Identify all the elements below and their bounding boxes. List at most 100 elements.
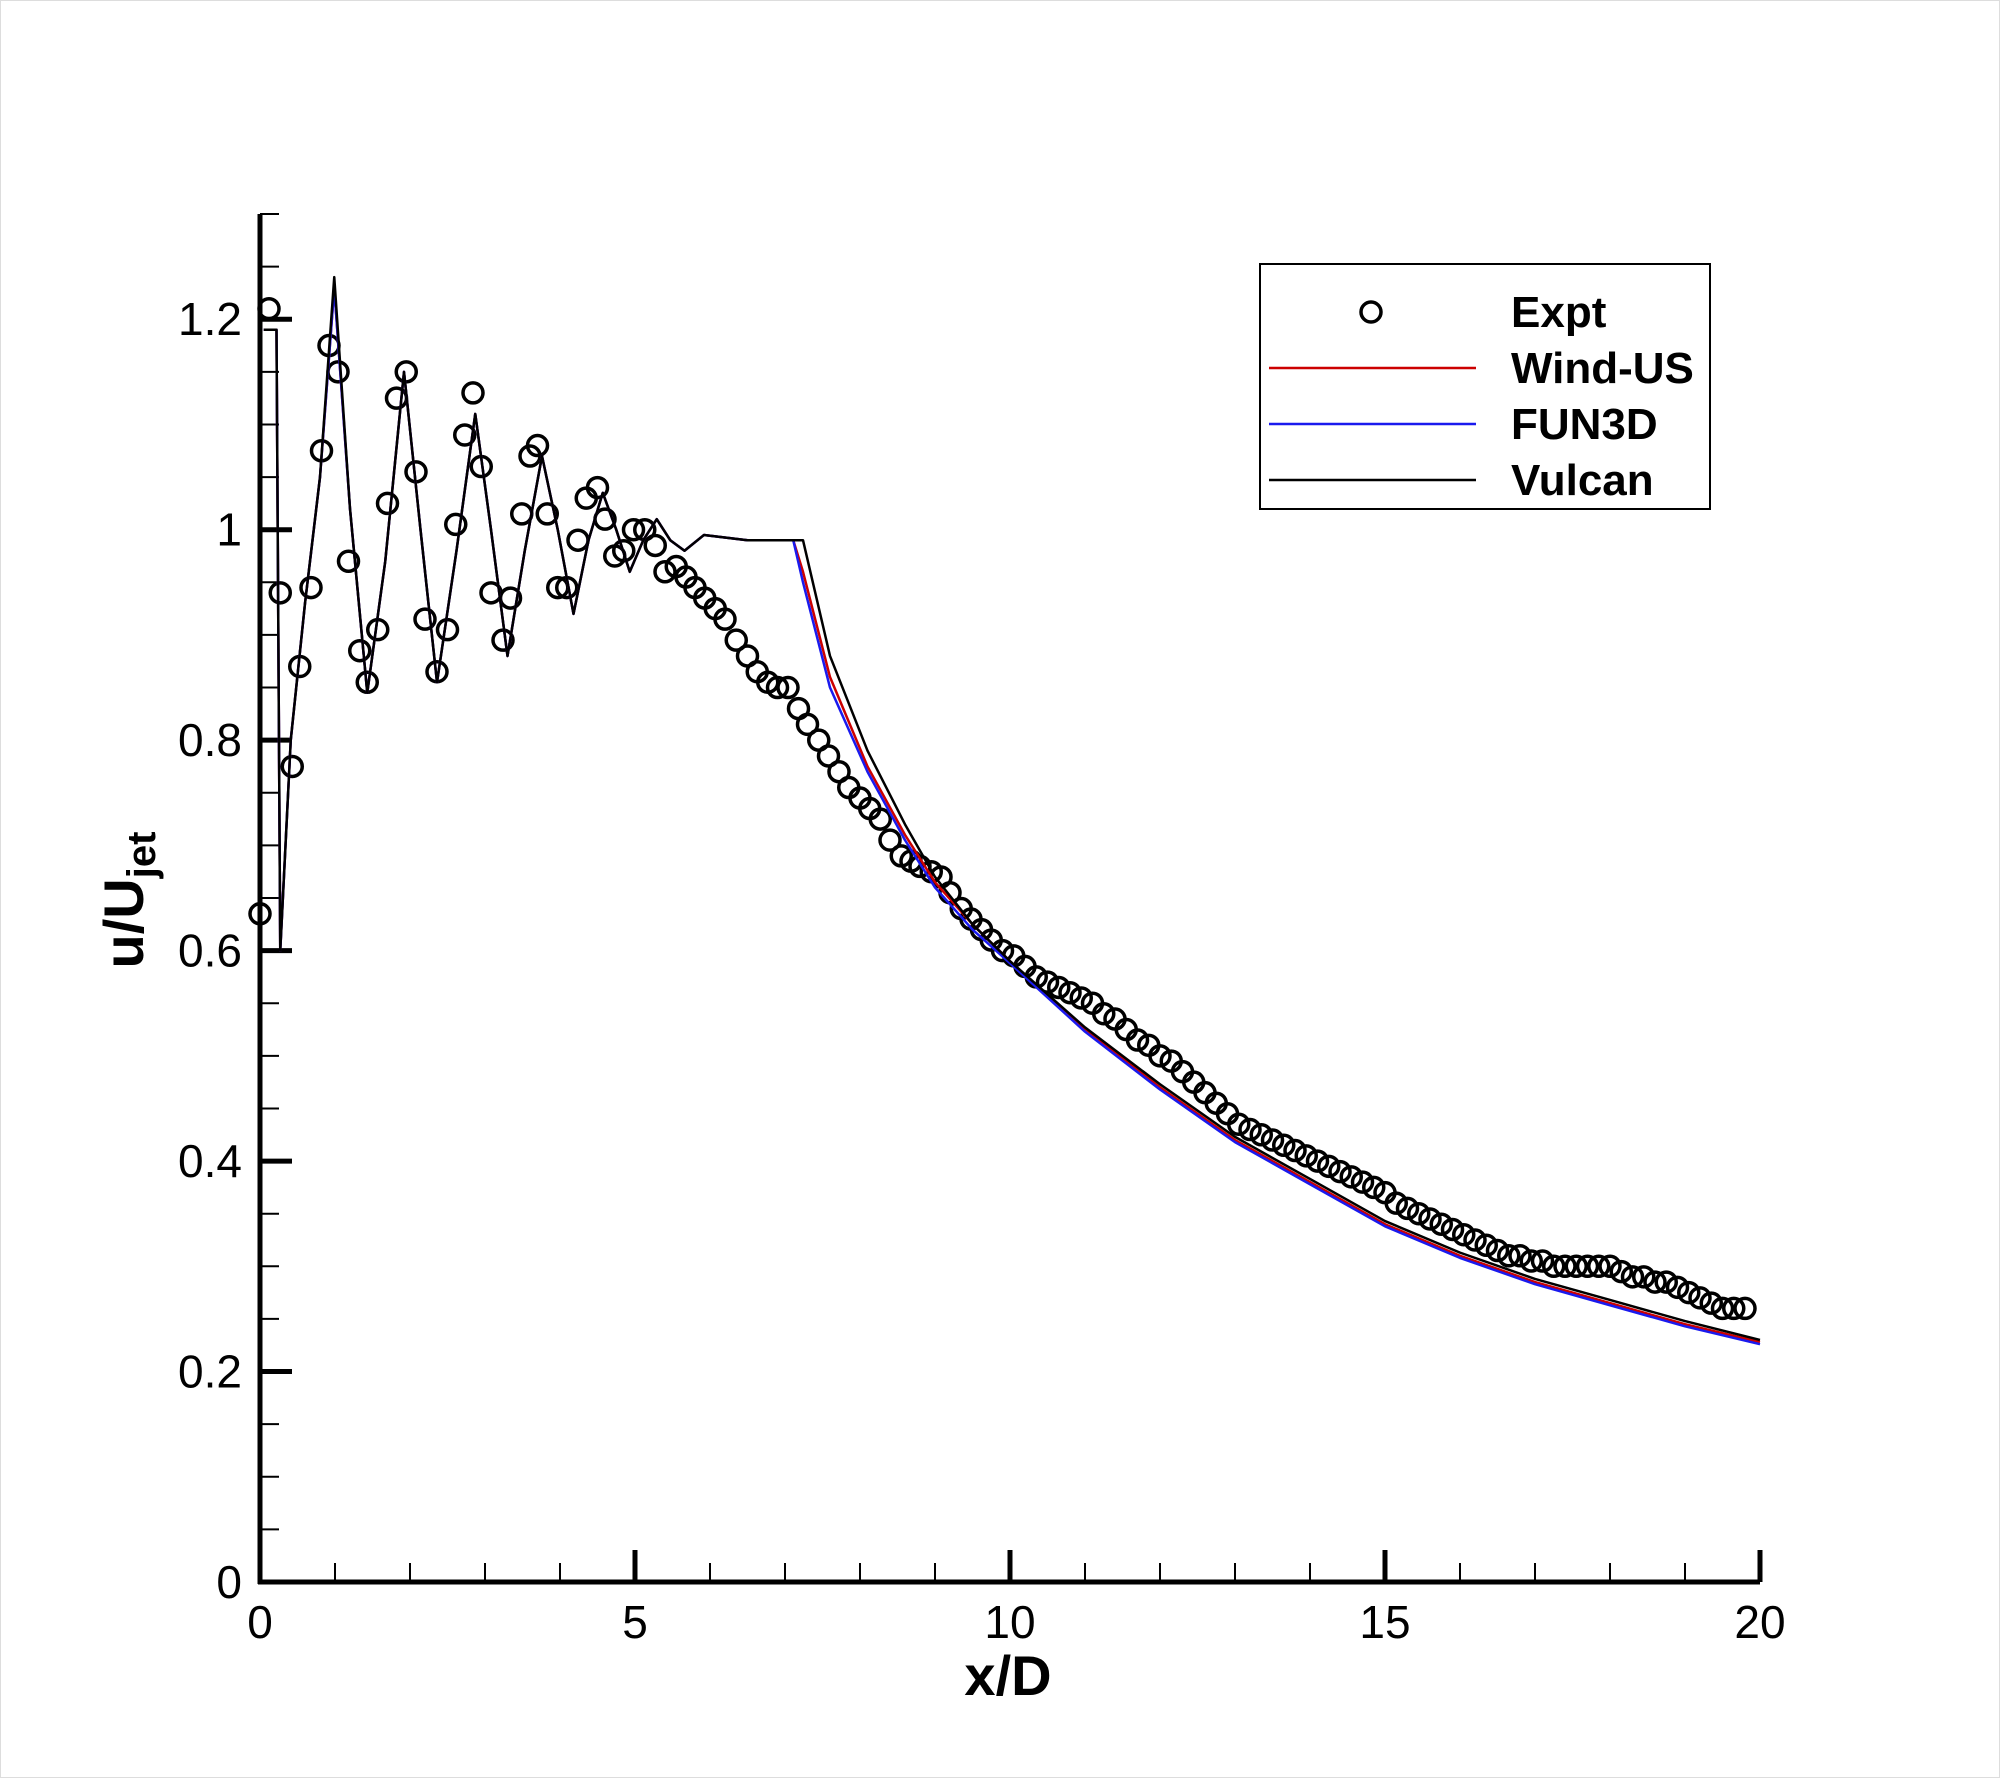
data-point: [1530, 1249, 1555, 1273]
x-tick-label: 15: [1359, 1596, 1410, 1648]
data-point: [1407, 1201, 1431, 1226]
data-point: [1305, 1149, 1330, 1173]
data-point: [413, 607, 437, 631]
x-tick-label: 10: [984, 1596, 1035, 1648]
data-point: [1069, 986, 1093, 1010]
data-point: [795, 712, 820, 737]
data-point: [1092, 1002, 1116, 1026]
data-point: [444, 512, 468, 537]
data-point: [299, 575, 323, 600]
data-point: [1474, 1233, 1498, 1258]
data-point: [1609, 1259, 1633, 1284]
data-point: [1350, 1170, 1375, 1194]
data-point: [1677, 1280, 1701, 1305]
data-point: [257, 296, 281, 321]
data-point: [1429, 1212, 1453, 1236]
y-tick-label: 0.8: [178, 714, 242, 766]
legend-label: Wind-US: [1511, 344, 1694, 393]
data-point: [348, 638, 372, 663]
data-point: [1497, 1244, 1521, 1268]
data-point: [724, 628, 748, 652]
data-point: [1362, 1175, 1386, 1200]
legend-marker: [1359, 300, 1383, 324]
data-point: [1553, 1254, 1577, 1279]
x-tick-label: 20: [1734, 1596, 1785, 1648]
data-point: [535, 502, 559, 526]
data-point: [1328, 1159, 1352, 1184]
data-point: [1542, 1254, 1566, 1279]
data-point: [713, 607, 737, 631]
legend-label: Vulcan: [1511, 456, 1654, 505]
data-point: [816, 744, 841, 768]
y-tick-label: 0.2: [178, 1346, 242, 1398]
data-point: [1665, 1275, 1690, 1300]
data-point: [1632, 1265, 1656, 1289]
data-point: [1688, 1286, 1712, 1310]
data-point: [1620, 1265, 1645, 1289]
data-point: [525, 433, 550, 458]
data-point: [765, 675, 790, 700]
data-point: [1148, 1044, 1172, 1068]
data-point: [1440, 1217, 1465, 1242]
data-point: [1047, 975, 1071, 1000]
data-point: [336, 549, 361, 574]
data-point: [280, 754, 304, 779]
legend-label: FUN3D: [1511, 400, 1658, 449]
data-point: [1722, 1296, 1746, 1321]
data-point: [612, 538, 636, 563]
data-point: [1598, 1254, 1622, 1279]
y-axis-title-main: u/U: [92, 878, 155, 968]
data-point: [1485, 1238, 1510, 1263]
data-point: [878, 828, 902, 852]
data-point: [1519, 1249, 1543, 1273]
data-point: [1294, 1144, 1318, 1168]
y-axis-title-sub: jet: [120, 832, 164, 880]
data-point: [1463, 1228, 1487, 1252]
data-point: [1587, 1254, 1611, 1279]
y-axis-title: u/Ujet: [92, 832, 164, 969]
data-point: [1508, 1244, 1532, 1268]
data-point: [1283, 1138, 1307, 1163]
y-tick-label: 1.2: [178, 293, 242, 345]
data-point: [1710, 1296, 1735, 1321]
data-point: [1699, 1291, 1723, 1315]
data-point: [1272, 1133, 1296, 1158]
data-point: [1575, 1254, 1600, 1279]
data-point: [1418, 1207, 1442, 1231]
data-point: [1260, 1128, 1285, 1152]
data-point: [1035, 970, 1060, 994]
data-point: [1125, 1028, 1150, 1052]
legend-box: [1259, 263, 1711, 510]
data-point: [1643, 1270, 1667, 1294]
data-point: [268, 581, 292, 605]
data-point: [1339, 1165, 1363, 1189]
data-point: [643, 533, 667, 558]
y-tick-label: 0.6: [178, 925, 242, 977]
data-point: [1249, 1123, 1273, 1147]
x-axis-title: x/D: [964, 1644, 1051, 1707]
y-tick-label: 1: [216, 504, 242, 556]
data-point: [1384, 1191, 1408, 1215]
data-point: [1395, 1196, 1420, 1221]
data-point: [1452, 1222, 1476, 1247]
data-point: [1317, 1154, 1341, 1179]
data-point: [990, 938, 1015, 963]
data-point: [1238, 1117, 1262, 1142]
data-point: [653, 560, 677, 584]
data-point: [868, 807, 892, 831]
data-point: [621, 517, 646, 542]
data-point: [776, 675, 800, 700]
data-point: [585, 475, 610, 500]
data-point: [248, 902, 272, 926]
data-point: [1227, 1112, 1251, 1136]
data-point: [375, 491, 400, 516]
data-point: [1654, 1270, 1678, 1294]
data-point: [453, 423, 477, 447]
data-point: [1564, 1254, 1588, 1279]
y-tick-label: 0.4: [178, 1135, 242, 1187]
x-tick-label: 5: [622, 1596, 648, 1648]
data-point: [1058, 980, 1082, 1005]
data-point: [461, 381, 485, 405]
